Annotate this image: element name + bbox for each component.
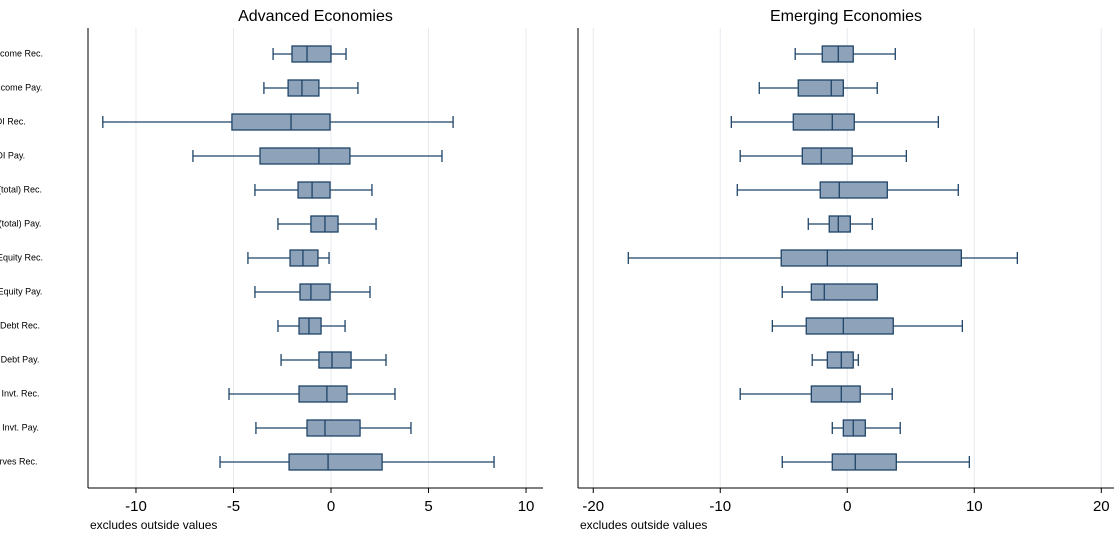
box: [828, 215, 851, 233]
x-tick-label: 10: [966, 498, 983, 515]
box: [819, 181, 888, 199]
box: [306, 419, 361, 437]
y-tick-label: Portf. (total) Pay.: [0, 218, 41, 228]
y-tick-label: FDI Pay.: [0, 150, 25, 160]
box: [810, 385, 861, 403]
box: [826, 351, 854, 369]
x-tick-label: -10: [709, 498, 731, 515]
x-tick-label: -20: [582, 498, 604, 515]
box: [298, 317, 322, 335]
x-tick-label: 0: [843, 498, 851, 515]
box: [780, 249, 962, 267]
box: [805, 317, 894, 335]
x-tick-label: 5: [424, 498, 432, 515]
x-tick-label: -10: [125, 498, 147, 515]
box: [259, 147, 351, 165]
box: [291, 45, 332, 63]
panel-title: Advanced Economies: [238, 8, 393, 25]
y-tick-label: Invt. Income Pay.: [0, 82, 42, 92]
box: [801, 147, 853, 165]
x-tick-label: -5: [227, 498, 240, 515]
y-tick-label: Portf. Debt Rec.: [0, 320, 40, 330]
y-tick-label: Reserves Rec.: [0, 456, 38, 466]
y-tick-label: Portf. (total) Rec.: [0, 184, 42, 194]
y-tick-label: Portf. Debt Pay.: [0, 354, 39, 364]
box: [842, 419, 866, 437]
box: [297, 181, 331, 199]
y-tick-label: Portf. Equity Rec.: [0, 252, 43, 262]
y-tick-label: Portf. Equity Pay.: [0, 286, 42, 296]
box: [792, 113, 855, 131]
y-tick-label: Other Invt. Pay.: [0, 422, 39, 432]
note: excludes outside values: [580, 518, 707, 532]
box: [289, 249, 319, 267]
y-tick-label: Invt. Income Rec.: [0, 48, 43, 58]
box: [810, 283, 878, 301]
box: [797, 79, 844, 97]
note: excludes outside values: [90, 518, 217, 532]
box: [299, 283, 331, 301]
x-tick-label: 20: [1093, 498, 1110, 515]
box: [231, 113, 331, 131]
y-tick-label: Other Invt. Rec.: [0, 388, 40, 398]
box: [831, 453, 897, 471]
box: [287, 79, 320, 97]
x-tick-label: 10: [518, 498, 535, 515]
panel-title: Emerging Economies: [770, 8, 922, 25]
y-tick-label: FDI Rec.: [0, 116, 26, 126]
box: [288, 453, 383, 471]
x-tick-label: 0: [327, 498, 335, 515]
box: [318, 351, 352, 369]
box: [298, 385, 348, 403]
